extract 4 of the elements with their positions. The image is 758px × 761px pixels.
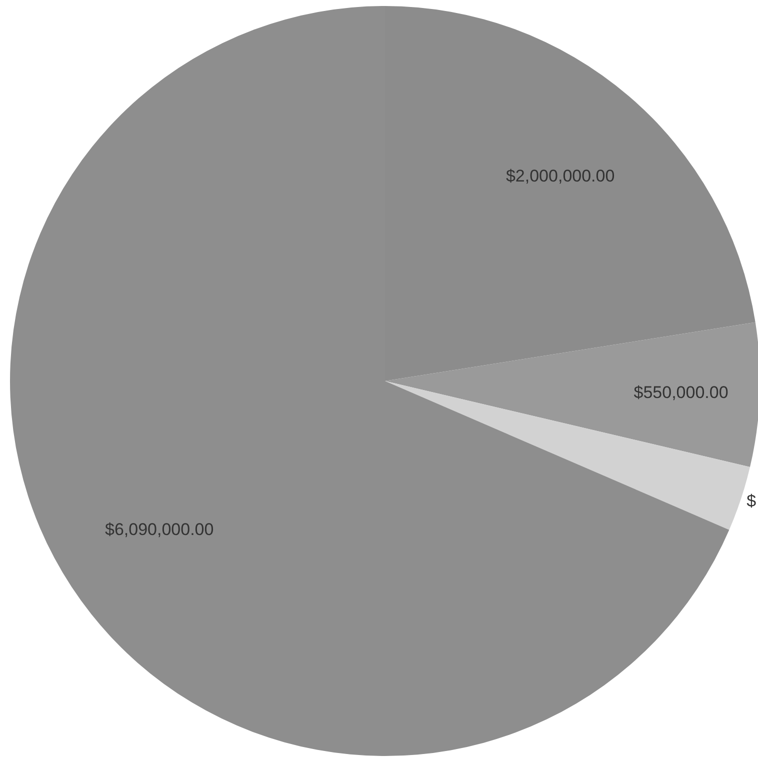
data-label: $6,090,000.00 xyxy=(104,520,214,540)
data-label: $550,000.00 xyxy=(634,382,728,402)
data-label: $2,000,000.00 xyxy=(506,166,615,186)
data-label: $ xyxy=(746,492,757,511)
